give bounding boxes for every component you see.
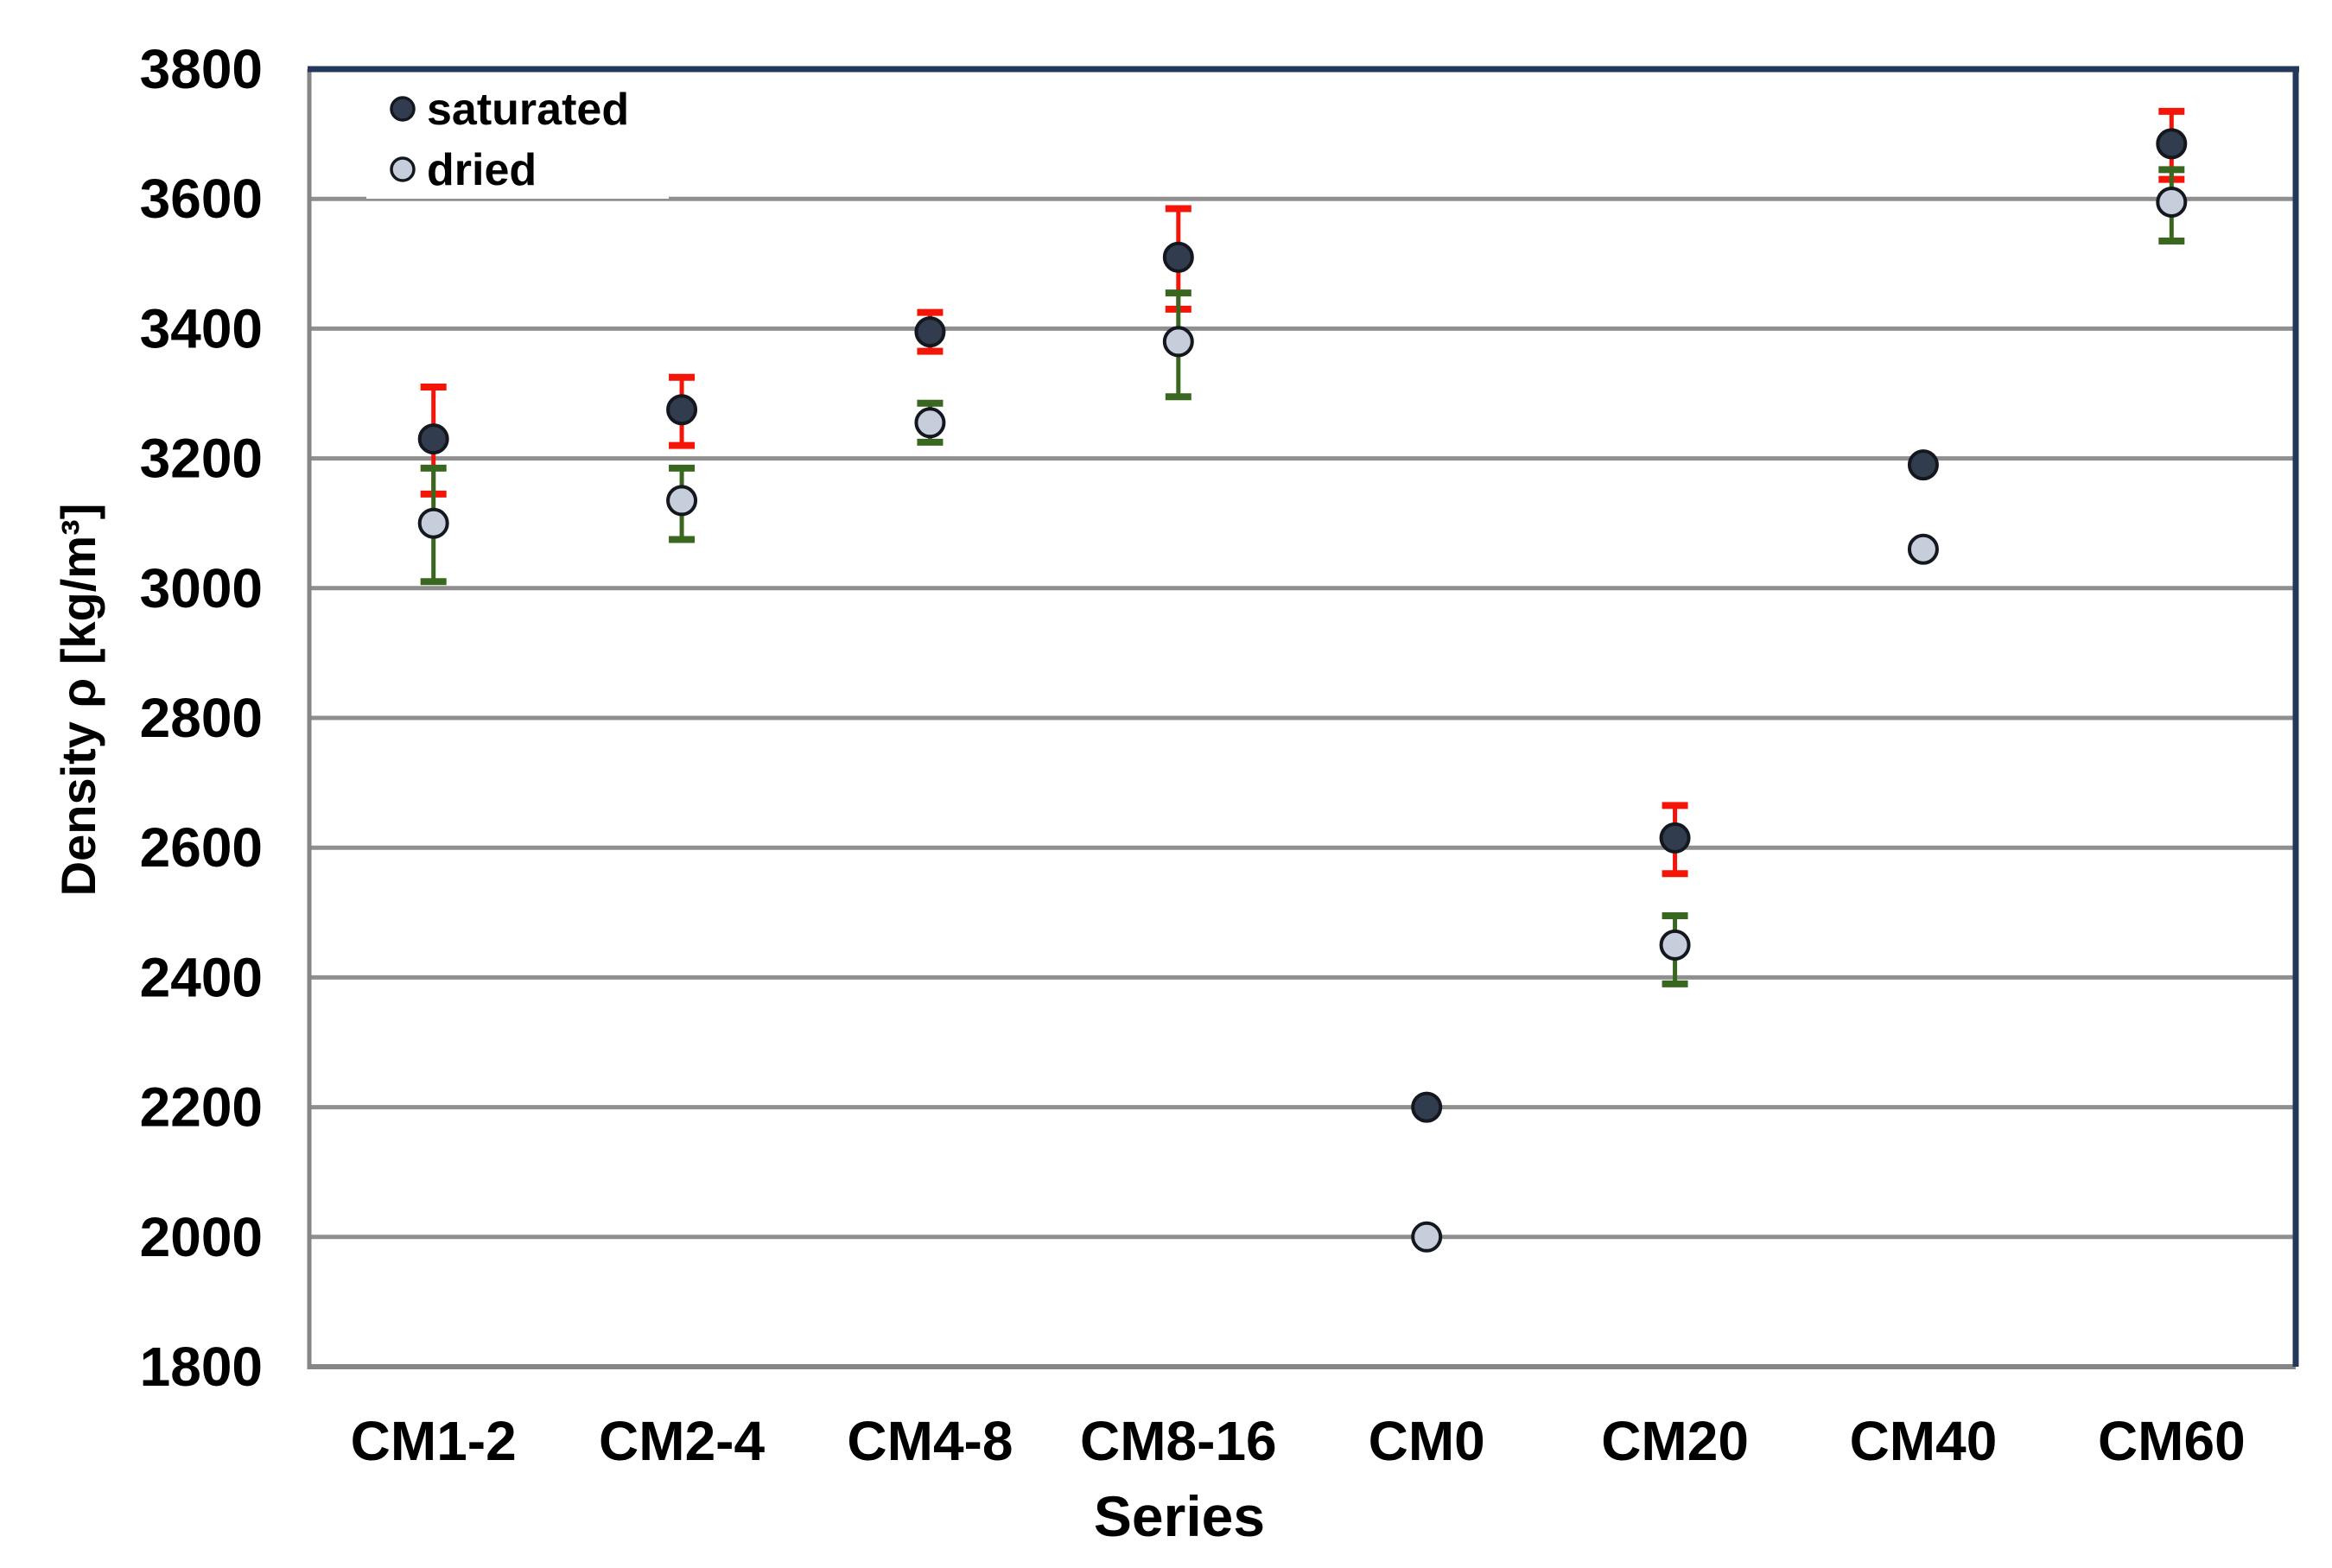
- legend-label-saturated: saturated: [427, 85, 629, 135]
- y-axis-title: Density ρ [kg/m³]: [51, 504, 105, 897]
- x-category-label: CM4-8: [847, 1410, 1013, 1472]
- legend-background: [366, 73, 669, 199]
- saturated-point-CM20: [1659, 822, 1691, 854]
- plot-layer: 1800 2000 2200 2400 2600 2800 3000 3200 3400 3600…: [140, 38, 2299, 1472]
- y-tick-label: 3400: [140, 297, 263, 359]
- dried-point-CM8-16: [1162, 326, 1194, 358]
- dried-point-CM40: [1907, 533, 1939, 565]
- saturated-point-CM1-2: [417, 423, 449, 455]
- y-tick-label: 2400: [140, 946, 263, 1008]
- dried-point-CM2-4: [666, 485, 698, 517]
- legend-label-dried: dried: [427, 145, 537, 195]
- dried-point-CM60: [2156, 186, 2188, 218]
- x-category-label: CM0: [1369, 1410, 1485, 1472]
- saturated-point-CM2-4: [666, 394, 698, 426]
- saturated-point-CM4-8: [914, 316, 946, 348]
- y-tick-label: 2000: [140, 1206, 263, 1268]
- y-tick-label: 3000: [140, 557, 263, 619]
- dried-point-CM1-2: [417, 507, 449, 539]
- dried-point-CM20: [1659, 929, 1691, 961]
- saturated-point-CM8-16: [1162, 241, 1194, 273]
- x-axis-title: Series: [1094, 1484, 1265, 1548]
- legend-marker-dried: [390, 156, 416, 182]
- dried-point-CM0: [1411, 1221, 1443, 1253]
- y-tick-label: 2800: [140, 687, 263, 749]
- x-category-label: CM60: [2098, 1410, 2246, 1472]
- y-tick-label: 3600: [140, 168, 263, 230]
- y-tick-label: 2200: [140, 1076, 263, 1139]
- x-category-label: CM8-16: [1080, 1410, 1277, 1472]
- y-tick-label: 3800: [140, 38, 263, 100]
- x-category-label: CM1-2: [351, 1410, 517, 1472]
- legend-marker-saturated: [390, 96, 416, 122]
- x-category-label: CM40: [1850, 1410, 1998, 1472]
- x-category-label: CM2-4: [599, 1410, 765, 1472]
- x-category-label: CM20: [1601, 1410, 1749, 1472]
- dried-point-CM4-8: [914, 407, 946, 439]
- y-tick-label: 3200: [140, 428, 263, 490]
- saturated-point-CM60: [2156, 128, 2188, 160]
- legend: saturated dried: [366, 73, 669, 199]
- saturated-point-CM40: [1907, 449, 1939, 481]
- y-tick-label: 2600: [140, 816, 263, 879]
- y-tick-label: 1800: [140, 1336, 263, 1398]
- saturated-point-CM0: [1411, 1091, 1443, 1123]
